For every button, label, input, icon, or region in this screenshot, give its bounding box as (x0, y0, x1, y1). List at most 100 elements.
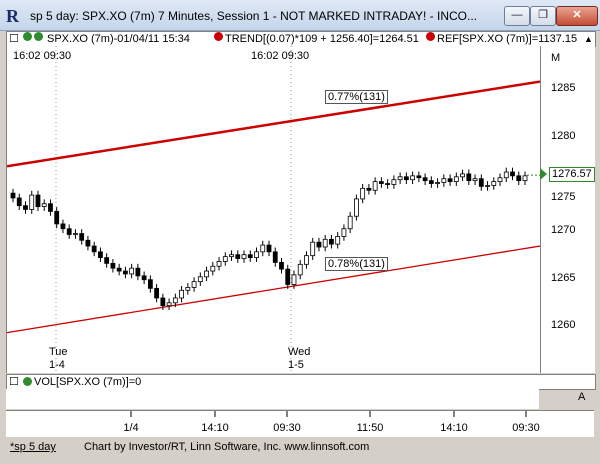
volume-pane[interactable] (6, 389, 539, 409)
volume-readout[interactable]: VOL[SPX.XO (7m)]=0 (34, 376, 142, 388)
candle-body (341, 228, 347, 237)
candle-body (235, 254, 241, 259)
candle-body (29, 194, 35, 210)
time-tick-label: 1/4 (123, 422, 138, 434)
candle-body (428, 180, 434, 184)
candle-body (510, 171, 515, 177)
candle-body (310, 241, 316, 257)
session-label-mid: 16:02 09:30 (251, 50, 310, 62)
candle-body (285, 268, 291, 285)
price-tick-label: 1285 (551, 82, 576, 94)
candle-body (122, 270, 128, 275)
price-chart-area[interactable]: 16:02 09:30 16:02 09:30 Tue 1-4 Wed 1-5 … (6, 46, 540, 373)
candle-body (229, 254, 234, 258)
candle-body (91, 245, 97, 253)
candle-body (422, 177, 428, 182)
candle-body (41, 203, 47, 208)
time-tick-label: 09:30 (273, 422, 301, 434)
candle-body (329, 238, 334, 245)
current-price-arrow-icon (540, 168, 547, 180)
trend-line (7, 245, 540, 334)
candle-body (297, 263, 303, 276)
lower-trend-label: 0.78%(131) (325, 257, 388, 271)
candle-body (260, 244, 266, 253)
candle-body (322, 238, 328, 248)
scroll-up-icon[interactable]: ▲ (584, 34, 593, 44)
candle-body (272, 251, 278, 263)
ref-readout[interactable]: REF[SPX.XO (7m)]=1137.15 (437, 33, 578, 45)
status-bar: *sp 5 day Chart by Investor/RT, Linn Sof… (6, 438, 594, 456)
chart-tab[interactable]: *sp 5 day (10, 441, 56, 453)
candle-body (316, 241, 322, 248)
volume-box-icon[interactable]: ☐ (9, 376, 19, 388)
candle-body (204, 270, 209, 278)
candle-body (247, 254, 253, 258)
candle-body (360, 187, 366, 200)
candle-body (48, 203, 53, 212)
candle-body (23, 205, 28, 210)
volume-info-bar: ☐ VOL[SPX.XO (7m)]=0 (6, 374, 596, 390)
candle-body (335, 236, 341, 245)
price-axis: M 1285 1280 1270 1265 1260 1275 1276.57 (540, 46, 595, 373)
candle-body (110, 262, 116, 269)
candle-body (179, 289, 184, 299)
candle-body (478, 178, 484, 187)
price-tick-label: 1265 (551, 272, 576, 284)
upper-trend-label: 0.77%(131) (325, 90, 388, 104)
candle-body (147, 279, 153, 289)
axis-marker: M (551, 52, 561, 64)
candle-body (73, 233, 78, 235)
candle-body (116, 267, 122, 272)
day-label-wed: Wed (288, 346, 311, 358)
symbol-color-dot-icon (34, 32, 43, 41)
time-tick-label: 11:50 (357, 422, 384, 434)
ref-color-dot-icon (426, 32, 435, 41)
candle-body (391, 179, 397, 185)
candle-body (104, 257, 110, 264)
price-chart-svg (7, 46, 540, 373)
volume-color-dot-icon (23, 377, 32, 386)
candle-body (441, 178, 447, 183)
candle-body (172, 297, 178, 304)
restore-button[interactable]: ❐ (530, 6, 556, 26)
candle-body (66, 228, 72, 235)
candle-body (16, 197, 22, 207)
close-button[interactable]: ✕ (556, 6, 598, 26)
infobar-box-icon[interactable]: ☐ (9, 33, 19, 45)
candle-body (397, 176, 403, 181)
candle-body (491, 181, 497, 186)
trend-readout[interactable]: TREND[(0.07)*109 + 1256.40]=1264.51 (225, 33, 419, 45)
price-tick-label: 1270 (551, 224, 576, 236)
current-price-tag: 1276.57 (549, 167, 595, 182)
candle-body (291, 274, 297, 285)
candle-body (266, 244, 272, 253)
candle-body (185, 287, 191, 291)
price-tick-label: 1260 (551, 319, 576, 331)
candle-body (197, 276, 203, 283)
time-tick-label: 09:30 (512, 422, 540, 434)
credit-text: Chart by Investor/RT, Linn Software, Inc… (84, 441, 370, 453)
time-axis[interactable]: 1/4 14:10 09:30 11:50 14:10 09:30 (6, 410, 594, 437)
price-tick-label: 1280 (551, 130, 576, 142)
candle-body (54, 211, 60, 225)
time-tick-label: 14:10 (201, 422, 229, 434)
candle-body (85, 239, 91, 247)
candle-body (460, 173, 465, 178)
date-label-wed: 1-5 (288, 359, 304, 371)
symbol-readout[interactable]: SPX.XO (7m)-01/04/11 15:34 (47, 33, 190, 45)
candle-body (435, 182, 440, 184)
candle-body (160, 297, 166, 307)
indicator-info-bar: ☐ SPX.XO (7m)-01/04/11 15:34 TREND[(0.07… (6, 31, 596, 47)
candle-body (516, 175, 522, 182)
candle-body (35, 194, 41, 208)
volume-axis-marker: A (578, 391, 586, 403)
candle-body (472, 178, 478, 182)
minimize-button[interactable]: — (504, 6, 530, 26)
candle-body (98, 251, 103, 258)
candle-body (241, 254, 247, 259)
symbol-color-dot-icon (23, 32, 32, 41)
date-label-tue: 1-4 (49, 359, 65, 371)
candle-body (279, 261, 284, 270)
trend-color-dot-icon (214, 32, 223, 41)
candle-body (372, 181, 378, 191)
